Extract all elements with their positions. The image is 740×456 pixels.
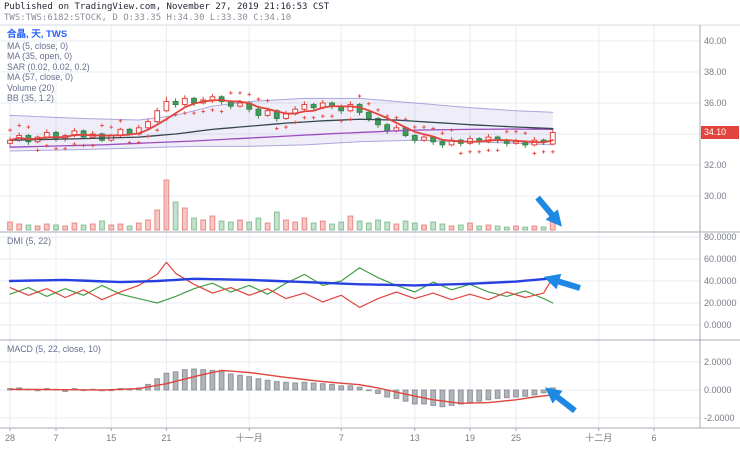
axis-tick-label: 21 bbox=[161, 433, 171, 443]
macd bbox=[7, 368, 556, 408]
indicator-label-ma5[interactable]: MA (5, close, 0) bbox=[7, 41, 69, 51]
axis-tick-label: 7 bbox=[339, 433, 344, 443]
axis-tick-label: 60.0000 bbox=[704, 254, 737, 264]
indicator-label-ma35[interactable]: MA (35, open, 0) bbox=[7, 51, 73, 62]
moving-averages bbox=[9, 99, 554, 148]
annotation-arrow bbox=[544, 387, 577, 414]
symbol-ohlc-caption: TWS:TWS:6182:STOCK, D O:33.35 H:34.30 L:… bbox=[4, 13, 292, 23]
indicator-label-sar[interactable]: SAR (0.02, 0.02, 0.2) bbox=[7, 61, 90, 72]
axis-tick-label: 0.0000 bbox=[704, 320, 732, 330]
axes bbox=[0, 24, 740, 431]
dmi-pane-label[interactable]: DMI (5, 22) bbox=[7, 236, 51, 246]
axis-tick-label: 40.0000 bbox=[704, 276, 737, 286]
indicator-label-bb[interactable]: BB (35, 1.2) bbox=[7, 93, 54, 104]
axis-tick-label: 40.00 bbox=[704, 36, 727, 46]
axis-tick-label: 6 bbox=[651, 433, 656, 443]
axis-tick-label: 20.0000 bbox=[704, 298, 737, 308]
axis-tick-label: 0.0000 bbox=[704, 385, 732, 395]
last-price-badge: 34.10 bbox=[701, 126, 739, 139]
axis-tick-label: 32.00 bbox=[704, 160, 727, 170]
axis-tick-label: 十二月 bbox=[585, 432, 612, 443]
indicator-label-ma57[interactable]: MA (57, close, 0) bbox=[7, 72, 74, 83]
volume-bars bbox=[7, 179, 556, 231]
axis-tick-label: 28 bbox=[5, 433, 15, 443]
indicator-label-volume[interactable]: Volume (20) bbox=[7, 82, 55, 93]
legend: 合晶, 天, TWS MA (5, close, 0) MA (35, open… bbox=[7, 29, 90, 103]
sar-dots bbox=[8, 91, 555, 156]
axis-tick-label: 十一月 bbox=[236, 432, 263, 443]
annotation-arrow bbox=[543, 273, 581, 291]
axis-tick-label: 15 bbox=[106, 433, 116, 443]
axis-tick-label: 25 bbox=[511, 433, 521, 443]
symbol-title[interactable]: 合晶, 天, TWS bbox=[7, 29, 68, 40]
axis-tick-label: 30.00 bbox=[704, 191, 727, 201]
axis-tick-label: 19 bbox=[465, 433, 475, 443]
annotation-arrows bbox=[535, 195, 581, 414]
published-caption: Published on TradingView.com, November 2… bbox=[4, 2, 330, 12]
axis-tick-label: 7 bbox=[53, 433, 58, 443]
macd-pane-label[interactable]: MACD (5, 22, close, 10) bbox=[7, 344, 101, 354]
axis-tick-label: 2.0000 bbox=[704, 357, 732, 367]
dmi-lines bbox=[8, 261, 554, 308]
axis-tick-label: -2.0000 bbox=[704, 413, 735, 423]
axis-labels: 40.0038.0036.0032.0030.0080.000060.00004… bbox=[5, 36, 737, 443]
annotation-arrow bbox=[535, 195, 562, 227]
axis-tick-label: 80.0000 bbox=[704, 232, 737, 242]
axis-tick-label: 13 bbox=[410, 433, 420, 443]
axis-tick-label: 38.00 bbox=[704, 67, 727, 77]
axis-tick-label: 36.00 bbox=[704, 98, 727, 108]
